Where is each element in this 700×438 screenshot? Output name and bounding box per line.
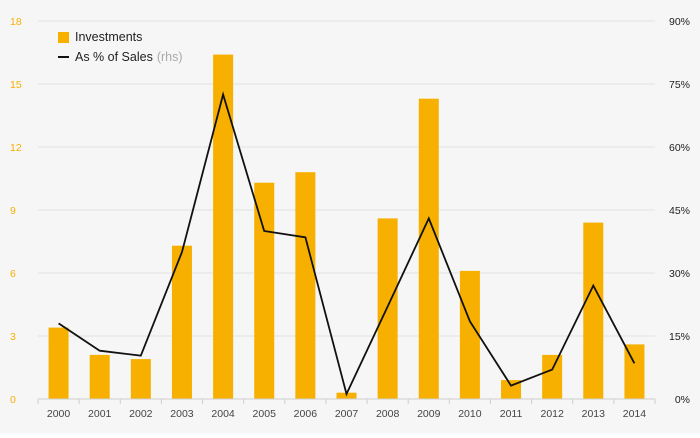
legend-bar-label: Investments <box>75 30 143 44</box>
y-left-tick-label: 0 <box>10 394 16 406</box>
y-right-tick-label: 15% <box>669 331 690 343</box>
y-left-tick-label: 3 <box>10 331 16 343</box>
x-tick-label: 2008 <box>376 408 400 420</box>
y-right-tick-label: 75% <box>669 79 690 91</box>
x-tick-label: 2010 <box>458 408 482 420</box>
legend-item-percent-sales: As % of Sales (rhs) <box>58 47 183 67</box>
legend-line-note: (rhs) <box>156 50 183 64</box>
x-tick-label: 2014 <box>623 408 647 420</box>
x-tick-label: 2004 <box>211 408 235 420</box>
bar-investments <box>48 327 69 399</box>
x-tick-label: 2006 <box>294 408 318 420</box>
y-left-tick-label: 6 <box>10 268 16 280</box>
bar-investments <box>418 98 439 399</box>
legend-line-swatch <box>58 56 69 58</box>
bar-investments <box>295 172 316 399</box>
legend: Investments As % of Sales (rhs) <box>58 27 183 67</box>
x-tick-label: 2005 <box>253 408 277 420</box>
y-right-tick-label: 90% <box>669 16 690 28</box>
bar-investments <box>542 354 563 399</box>
y-right-tick-label: 0% <box>675 394 690 406</box>
y-right-tick-label: 30% <box>669 268 690 280</box>
y-left-tick-label: 15 <box>10 79 22 91</box>
legend-line-label: As % of Sales <box>75 50 153 64</box>
x-tick-label: 2000 <box>47 408 71 420</box>
bar-investments <box>459 270 480 399</box>
x-tick-label: 2002 <box>129 408 153 420</box>
bar-investments <box>583 222 604 399</box>
y-right-tick-label: 60% <box>669 142 690 154</box>
y-right-tick-label: 45% <box>669 205 690 217</box>
x-tick-label: 2012 <box>540 408 564 420</box>
bar-investments <box>171 245 192 399</box>
x-tick-label: 2001 <box>88 408 112 420</box>
bar-investments <box>213 54 234 399</box>
x-tick-label: 2011 <box>500 408 523 420</box>
bar-investments <box>130 359 151 399</box>
bar-investments <box>624 344 645 399</box>
y-left-tick-label: 12 <box>10 142 22 154</box>
x-tick-label: 2009 <box>417 408 441 420</box>
x-tick-label: 2013 <box>582 408 606 420</box>
line-percent-of-sales <box>58 91 636 397</box>
bar-investments <box>377 218 398 399</box>
x-tick-label: 2003 <box>170 408 194 420</box>
bar-investments <box>254 182 275 399</box>
y-left-tick-label: 18 <box>10 16 22 28</box>
bar-investments <box>89 354 110 399</box>
legend-item-investments: Investments <box>58 27 183 47</box>
y-left-tick-label: 9 <box>10 205 16 217</box>
x-tick-label: 2007 <box>335 408 359 420</box>
legend-bar-swatch <box>58 31 69 43</box>
bar-investments <box>501 380 522 399</box>
